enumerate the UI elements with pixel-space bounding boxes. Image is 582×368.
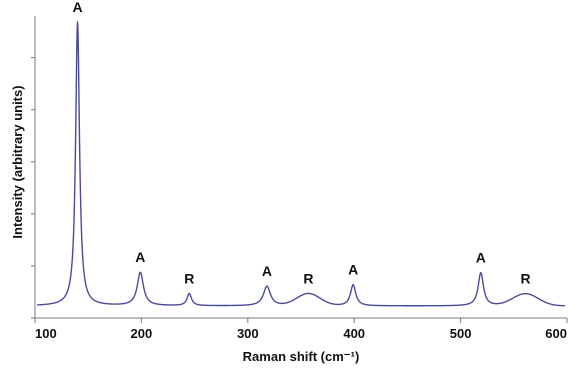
- peak-label: R: [520, 271, 530, 287]
- y-axis-title: Intensity (arbitrary units): [10, 85, 25, 238]
- y-axis-ticks: [31, 57, 35, 319]
- peak-label: A: [348, 262, 358, 278]
- peak-label: A: [476, 250, 486, 266]
- x-tick-label: 200: [131, 326, 153, 341]
- x-tick-label: 600: [545, 326, 567, 341]
- x-tick-label: 100: [35, 326, 57, 341]
- peak-label: A: [262, 263, 272, 279]
- x-tick-label: 500: [450, 326, 472, 341]
- peak-label: A: [72, 0, 82, 15]
- spectrum-line: [36, 21, 566, 307]
- x-axis-ticks: [34, 318, 568, 323]
- x-tick-labels: 100 200 300 400 500 600: [35, 326, 567, 341]
- x-tick-label: 400: [343, 326, 365, 341]
- peak-label: R: [184, 270, 194, 286]
- x-tick-label: 300: [237, 326, 259, 341]
- peak-label: R: [303, 270, 313, 286]
- peak-labels: A A R A R A A R: [72, 0, 530, 287]
- peak-label: A: [135, 249, 145, 265]
- x-axis-title: Raman shift (cm⁻¹): [243, 349, 360, 364]
